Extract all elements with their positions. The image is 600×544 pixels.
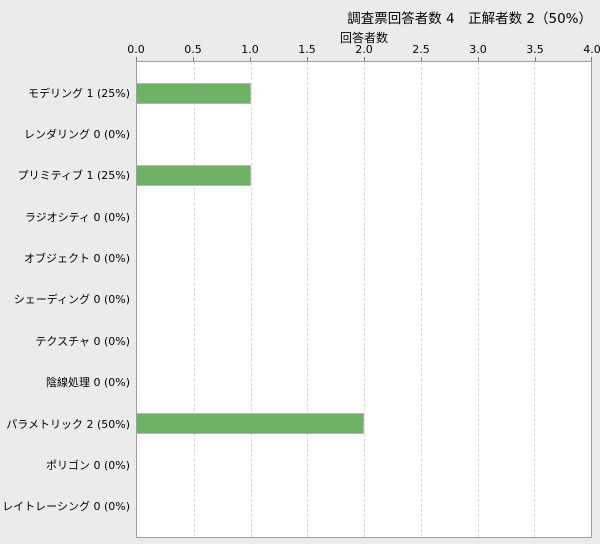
x-tick-mark xyxy=(478,57,479,62)
gridline xyxy=(250,62,252,537)
bar-rows xyxy=(137,62,591,537)
bar xyxy=(137,165,251,187)
category-label: 陰線処理 0 (0%) xyxy=(45,376,130,390)
bar-row xyxy=(137,279,591,320)
x-tick-label: 3.0 xyxy=(469,43,487,56)
y-axis-category-labels: モデリング 1 (25%) レンダリング 0 (0%) プリミティブ 1 (25%)… xyxy=(0,61,130,538)
bar xyxy=(137,83,251,105)
gridline xyxy=(307,62,309,537)
category-label: モデリング 1 (25%) xyxy=(27,86,130,100)
x-tick-label: 2.0 xyxy=(355,43,373,56)
bar xyxy=(137,412,364,434)
x-tick-mark xyxy=(193,57,194,62)
x-tick-mark xyxy=(136,57,137,62)
chart-title: 調査票回答者数 4 正解者数 2（50%） xyxy=(347,11,592,27)
bar-row xyxy=(137,114,591,155)
gridline xyxy=(193,62,195,537)
x-tick-mark xyxy=(250,57,251,62)
category-label: テクスチャ 0 (0%) xyxy=(35,334,130,348)
x-tick-label: 1.5 xyxy=(298,43,316,56)
category-label: オブジェクト 0 (0%) xyxy=(23,252,130,266)
gridline xyxy=(477,62,479,537)
gridline xyxy=(364,62,365,537)
x-axis-tick-marks xyxy=(136,57,592,62)
x-tick-label: 3.5 xyxy=(526,43,544,56)
category-label: パラメトリック 2 (50%) xyxy=(6,417,130,431)
category-label: ラジオシティ 0 (0%) xyxy=(24,210,130,224)
category-label: レイトレーシング 0 (0%) xyxy=(2,500,130,514)
bar-row xyxy=(137,444,591,485)
gridline xyxy=(534,62,536,537)
gridline xyxy=(420,62,422,537)
bar-row xyxy=(137,73,591,114)
bar-row xyxy=(137,485,591,526)
x-axis-title: 回答者数 xyxy=(339,31,388,45)
category-label: ポリゴン 0 (0%) xyxy=(45,458,130,472)
category-label: プリミティブ 1 (25%) xyxy=(17,169,130,183)
x-tick-label: 2.5 xyxy=(412,43,430,56)
x-tick-label: 4.0 xyxy=(583,43,600,56)
bar-row xyxy=(137,403,591,444)
x-tick-mark xyxy=(535,57,536,62)
x-tick-label: 1.0 xyxy=(241,43,259,56)
x-tick-label: 0.0 xyxy=(127,43,145,56)
category-label: シェーディング 0 (0%) xyxy=(13,293,130,307)
x-tick-mark xyxy=(421,57,422,62)
bar-row xyxy=(137,238,591,279)
x-tick-mark xyxy=(591,57,592,62)
x-axis-tick-labels: 0.0 0.5 1.0 1.5 2.0 2.5 3.0 3.5 4.0 xyxy=(127,43,600,57)
bar-row xyxy=(137,361,591,402)
bar-row xyxy=(137,197,591,238)
bar-row xyxy=(137,155,591,196)
bar-row xyxy=(137,320,591,361)
plot-area xyxy=(136,61,592,538)
x-tick-mark xyxy=(364,57,365,62)
category-label: レンダリング 0 (0%) xyxy=(23,128,130,142)
x-tick-label: 0.5 xyxy=(184,43,202,56)
x-tick-mark xyxy=(307,57,308,62)
